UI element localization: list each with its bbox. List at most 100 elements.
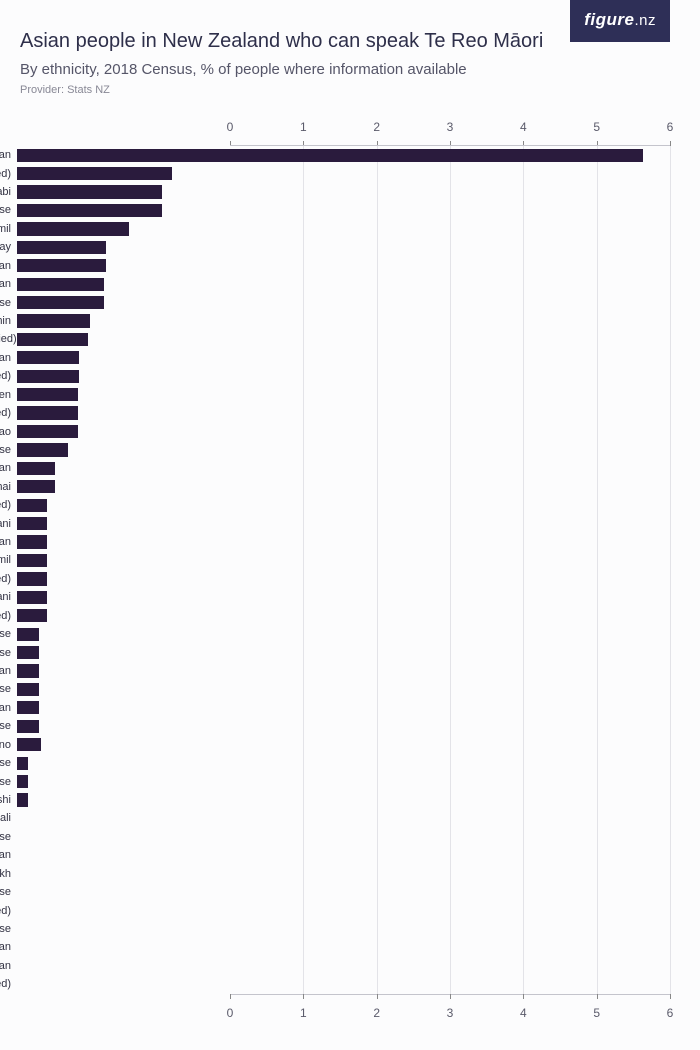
- bar: [17, 185, 162, 198]
- bar-row: Karen: [0, 385, 670, 403]
- bar-track: [17, 736, 670, 754]
- y-axis-label: Sri Lankan (not further defined): [0, 610, 17, 622]
- y-axis-label: Indian Tamil: [0, 223, 17, 235]
- y-axis-label: Bengali: [0, 812, 17, 824]
- bar-row: Indian Tamil: [0, 220, 670, 238]
- y-axis-label: Asian (not elsewhere classified): [0, 978, 17, 990]
- chart: 0123456 0123456 TibetanChinese (not else…: [20, 120, 680, 1020]
- y-axis-label: Indonesian: [0, 702, 17, 714]
- bar-row: Korean: [0, 662, 670, 680]
- y-axis-label: Indian (not elsewhere classified): [0, 905, 17, 917]
- bar-row: Bengali: [0, 809, 670, 827]
- bar-row: Asian (not further defined): [0, 496, 670, 514]
- y-axis-label: Malaysian Chinese: [0, 647, 17, 659]
- bar-row: Hong Kong Chinese: [0, 754, 670, 772]
- bar-track: [17, 846, 670, 864]
- bar-track: [17, 938, 670, 956]
- bar: [17, 425, 78, 438]
- bar-row: Mongolian: [0, 957, 670, 975]
- y-axis-label: Nepalese: [0, 683, 17, 695]
- bar: [17, 701, 39, 714]
- bar: [17, 554, 47, 567]
- bar-track: [17, 201, 670, 219]
- bar-track: [17, 864, 670, 882]
- bar: [17, 314, 90, 327]
- bar: [17, 278, 104, 291]
- bar-track: [17, 183, 670, 201]
- bar: [17, 628, 39, 641]
- bar-row: Tibetan: [0, 146, 670, 164]
- bar-track: [17, 238, 670, 256]
- bar-track: [17, 570, 670, 588]
- bar-track: [17, 496, 670, 514]
- bar: [17, 406, 78, 419]
- bar-row: Indian (not elsewhere classified): [0, 901, 670, 919]
- bar-track: [17, 883, 670, 901]
- y-axis-label: Punjabi: [0, 186, 17, 198]
- bar: [17, 462, 55, 475]
- bar-row: Anglo Indian: [0, 275, 670, 293]
- bar-row: Malaysian Indian: [0, 846, 670, 864]
- bar-row: Sri Lankan Tamil: [0, 551, 670, 569]
- bar-track: [17, 275, 670, 293]
- y-axis-label: Southeast Asian (not elsewhere classifie…: [0, 333, 17, 345]
- bar-track: [17, 330, 670, 348]
- bar-track: [17, 385, 670, 403]
- bar-track: [17, 920, 670, 938]
- bar: [17, 664, 39, 677]
- gridline: [670, 146, 671, 994]
- bar: [17, 793, 28, 806]
- tick-mark: [670, 994, 671, 999]
- bar-track: [17, 367, 670, 385]
- bar-track: [17, 404, 670, 422]
- bar-row: Bhutanese: [0, 920, 670, 938]
- y-axis-label: Bhutanese: [0, 923, 17, 935]
- y-axis-label: Vietnamese Chinese: [0, 831, 17, 843]
- bar-row: Singaporean Chinese: [0, 201, 670, 219]
- logo-text: figure: [584, 10, 634, 29]
- bar: [17, 517, 47, 530]
- bar-track: [17, 533, 670, 551]
- bar-track: [17, 422, 670, 440]
- y-axis-label: Cambodian Chinese: [0, 886, 17, 898]
- bar-row: South African Indian: [0, 459, 670, 477]
- bar-row: Southeast Asian (not further defined): [0, 570, 670, 588]
- y-axis-label: Taiwanese: [0, 628, 17, 640]
- bar-row: Vietnamese: [0, 717, 670, 735]
- bar-row: Afghani: [0, 514, 670, 532]
- y-axis-label: Hong Kong Chinese: [0, 757, 17, 769]
- bar-track: [17, 680, 670, 698]
- bar: [17, 683, 39, 696]
- y-axis-label: Japanese: [0, 297, 17, 309]
- bar-row: Chinese (not further defined): [0, 367, 670, 385]
- y-axis-label: Chinese (not further defined): [0, 370, 17, 382]
- bar: [17, 204, 162, 217]
- bar-row: Cambodian: [0, 533, 670, 551]
- y-axis-label: Mongolian: [0, 960, 17, 972]
- bar-row: Maldivian: [0, 938, 670, 956]
- bar: [17, 333, 88, 346]
- y-axis-label: Bangladeshi: [0, 794, 17, 806]
- bar-track: [17, 588, 670, 606]
- bar-row: Lao: [0, 422, 670, 440]
- bar: [17, 499, 47, 512]
- bar-track: [17, 625, 670, 643]
- bar-track: [17, 754, 670, 772]
- y-axis-label: Cambodian: [0, 536, 17, 548]
- bar: [17, 296, 104, 309]
- bar: [17, 388, 78, 401]
- bar-track: [17, 312, 670, 330]
- bar-track: [17, 662, 670, 680]
- bar: [17, 535, 47, 548]
- bar-track: [17, 828, 670, 846]
- y-axis-label: Malaysian Indian: [0, 849, 17, 861]
- y-axis-label: Filipino: [0, 739, 17, 751]
- bar-track: [17, 699, 670, 717]
- bar-row: Indian (not further defined): [0, 404, 670, 422]
- y-axis-label: Sinhalese: [0, 776, 17, 788]
- bar-row: Japanese: [0, 293, 670, 311]
- bars-container: TibetanChinese (not elsewhere classified…: [0, 146, 670, 994]
- logo-suffix: .nz: [634, 12, 656, 29]
- bar-row: Chinese (not elsewhere classified): [0, 164, 670, 182]
- bar: [17, 167, 172, 180]
